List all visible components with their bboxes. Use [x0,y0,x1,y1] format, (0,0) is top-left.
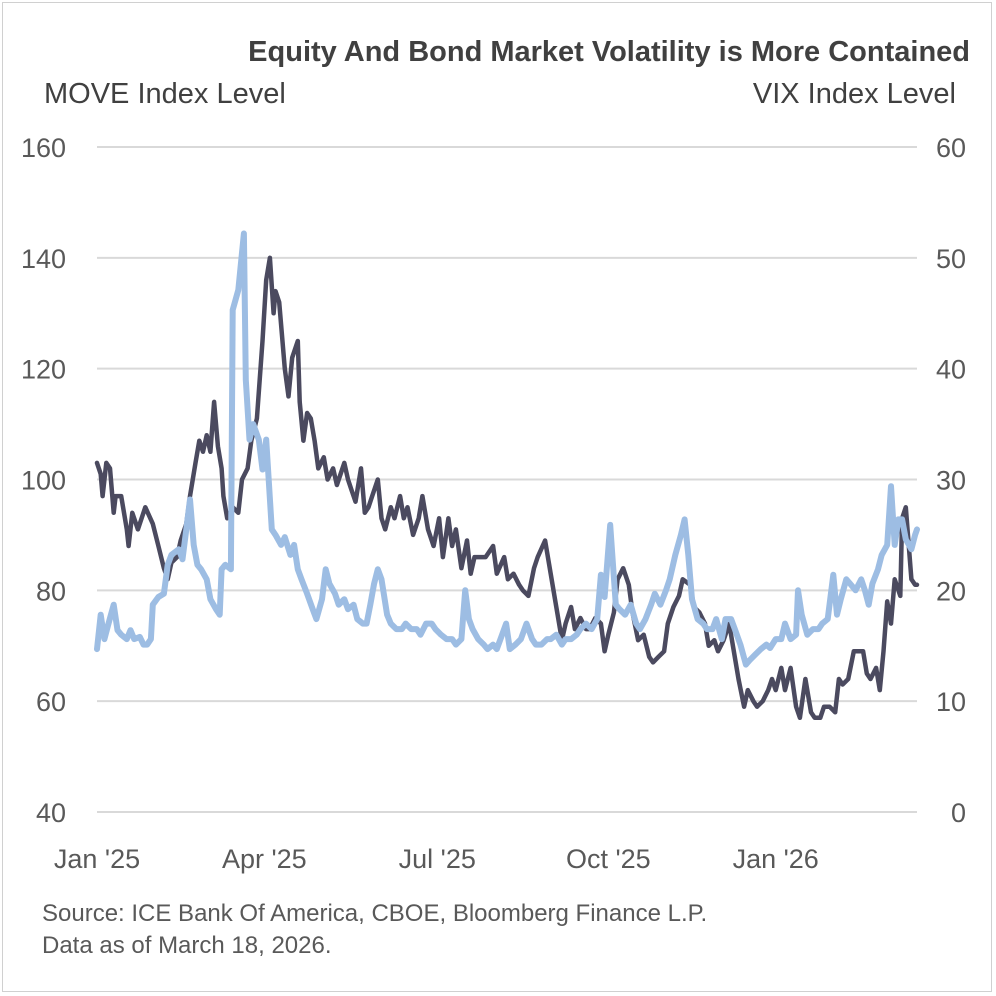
data-date-text: Data as of March 18, 2026. [42,932,332,959]
x-tick-label: Jan '26 [733,844,819,874]
left-axis-label: MOVE Index Level [44,78,286,110]
source-note: Source: ICE Bank Of America, CBOE, Bloom… [42,898,707,962]
right-tick-label: 50 [936,244,966,274]
x-tick-label: Apr '25 [222,844,307,874]
x-tick-label: Jan '25 [54,844,140,874]
right-tick-label: 40 [936,355,966,385]
right-tick-label: 20 [936,576,966,606]
left-tick-label: 60 [36,687,66,717]
x-tick-label: Oct '25 [566,844,651,874]
left-tick-label: 40 [36,798,66,828]
right-tick-label: 60 [936,133,966,163]
left-tick-label: 120 [21,355,66,385]
x-tick-label: Jul '25 [399,844,476,874]
source-text: Source: ICE Bank Of America, CBOE, Bloom… [42,900,708,927]
left-tick-label: 140 [21,244,66,274]
vix-series-line [94,230,920,668]
right-tick-label: 30 [936,466,966,496]
right-tick-label: 0 [951,798,966,828]
left-tick-label: 100 [21,466,66,496]
chart-title: Equity And Bond Market Volatility is Mor… [248,36,970,68]
left-tick-label: 160 [21,133,66,163]
left-tick-label: 80 [36,576,66,606]
right-axis-label: VIX Index Level [752,78,956,110]
right-tick-label: 10 [936,687,966,717]
move-series-line [94,255,920,721]
